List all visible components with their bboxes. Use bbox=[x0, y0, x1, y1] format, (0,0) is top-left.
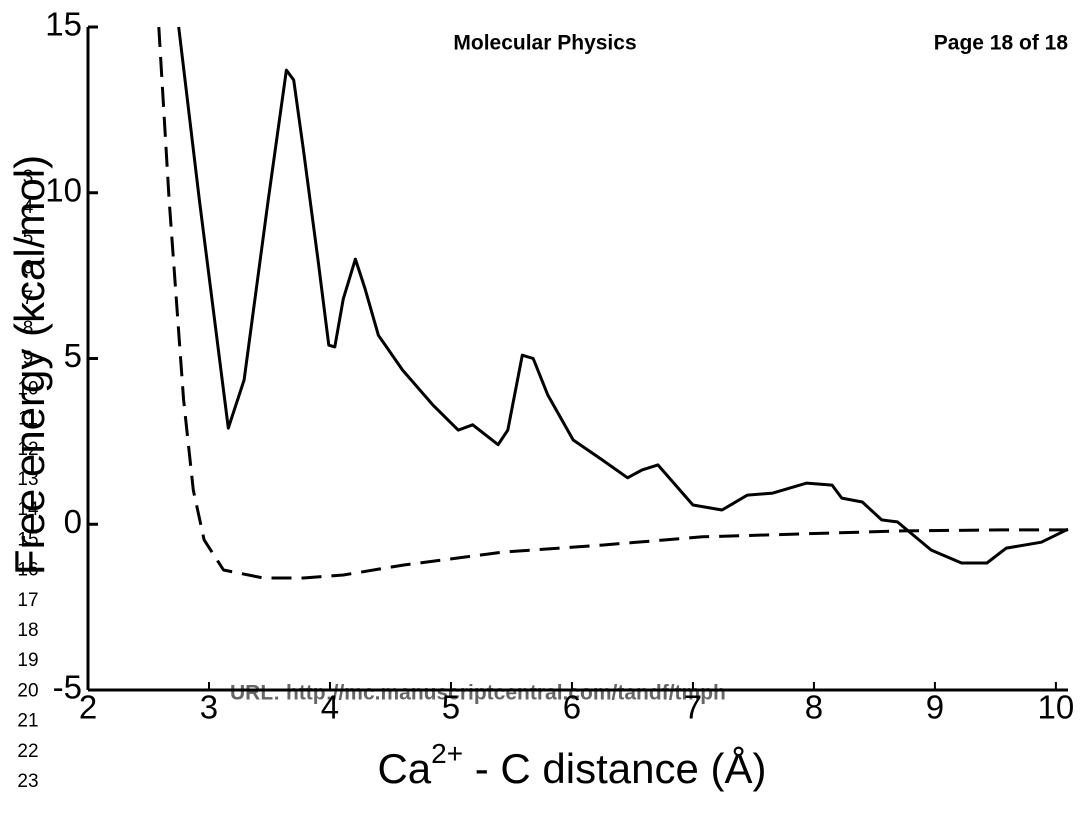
line-number: 15 bbox=[17, 529, 38, 550]
solid-line bbox=[177, 26, 1069, 565]
line-number: 20 bbox=[17, 680, 38, 701]
line-number: 6 bbox=[23, 258, 34, 279]
dashed-line bbox=[157, 26, 1068, 580]
y-tick-label: 0 bbox=[64, 503, 82, 540]
line-number: 16 bbox=[17, 560, 38, 581]
x-tick-label: 6 bbox=[563, 689, 581, 726]
x-tick-label: 2 bbox=[79, 689, 97, 726]
x-tick-label: 10 bbox=[1038, 689, 1075, 726]
line-number: 19 bbox=[17, 650, 38, 671]
y-axis-label: Free energy (kcal/mol) bbox=[6, 155, 53, 575]
x-tick-label: 8 bbox=[805, 689, 823, 726]
line-number: 5 bbox=[23, 227, 34, 248]
line-number: 17 bbox=[17, 590, 38, 611]
x-label-base: Ca bbox=[377, 745, 431, 792]
line-number: 13 bbox=[17, 469, 38, 490]
x-tick-label: 9 bbox=[926, 689, 944, 726]
x-tick-label: 5 bbox=[442, 689, 460, 726]
x-label-rest: - C distance (Å) bbox=[463, 745, 766, 792]
x-axis-label: Ca2+ - C distance (Å) bbox=[377, 738, 766, 792]
line-number: 11 bbox=[18, 409, 38, 430]
line-number: 7 bbox=[23, 288, 34, 309]
y-tick-label: 5 bbox=[64, 337, 82, 374]
y-tick-label: 10 bbox=[45, 171, 82, 208]
x-tick-label: 7 bbox=[684, 689, 702, 726]
line-number: 23 bbox=[17, 771, 38, 792]
page-number: Page 18 of 18 bbox=[934, 32, 1069, 55]
line-number: 8 bbox=[23, 318, 34, 339]
line-number: 10 bbox=[17, 378, 38, 399]
line-number: 21 bbox=[17, 711, 38, 732]
y-tick-label: 15 bbox=[45, 6, 82, 43]
footer-url: URL: http://mc.manuscriptcentral.com/tan… bbox=[230, 682, 726, 705]
line-number: 18 bbox=[17, 620, 38, 641]
line-number: 12 bbox=[17, 439, 38, 460]
line-number: 3 bbox=[23, 167, 34, 188]
y-tick-label: -5 bbox=[53, 669, 82, 706]
line-number: 4 bbox=[23, 197, 34, 218]
line-number: 14 bbox=[17, 499, 39, 520]
line-number: 9 bbox=[23, 348, 34, 369]
journal-title: Molecular Physics bbox=[453, 32, 636, 55]
x-label-sup: 2+ bbox=[431, 738, 463, 769]
line-number-column: 3 4 5 6 7 8 9 10 11 12 13 14 15 16 17 18 19 20 21 22 23 bbox=[17, 167, 39, 792]
x-tick-label: 4 bbox=[321, 689, 339, 726]
x-tick-label: 3 bbox=[200, 689, 218, 726]
line-number: 22 bbox=[17, 741, 38, 762]
